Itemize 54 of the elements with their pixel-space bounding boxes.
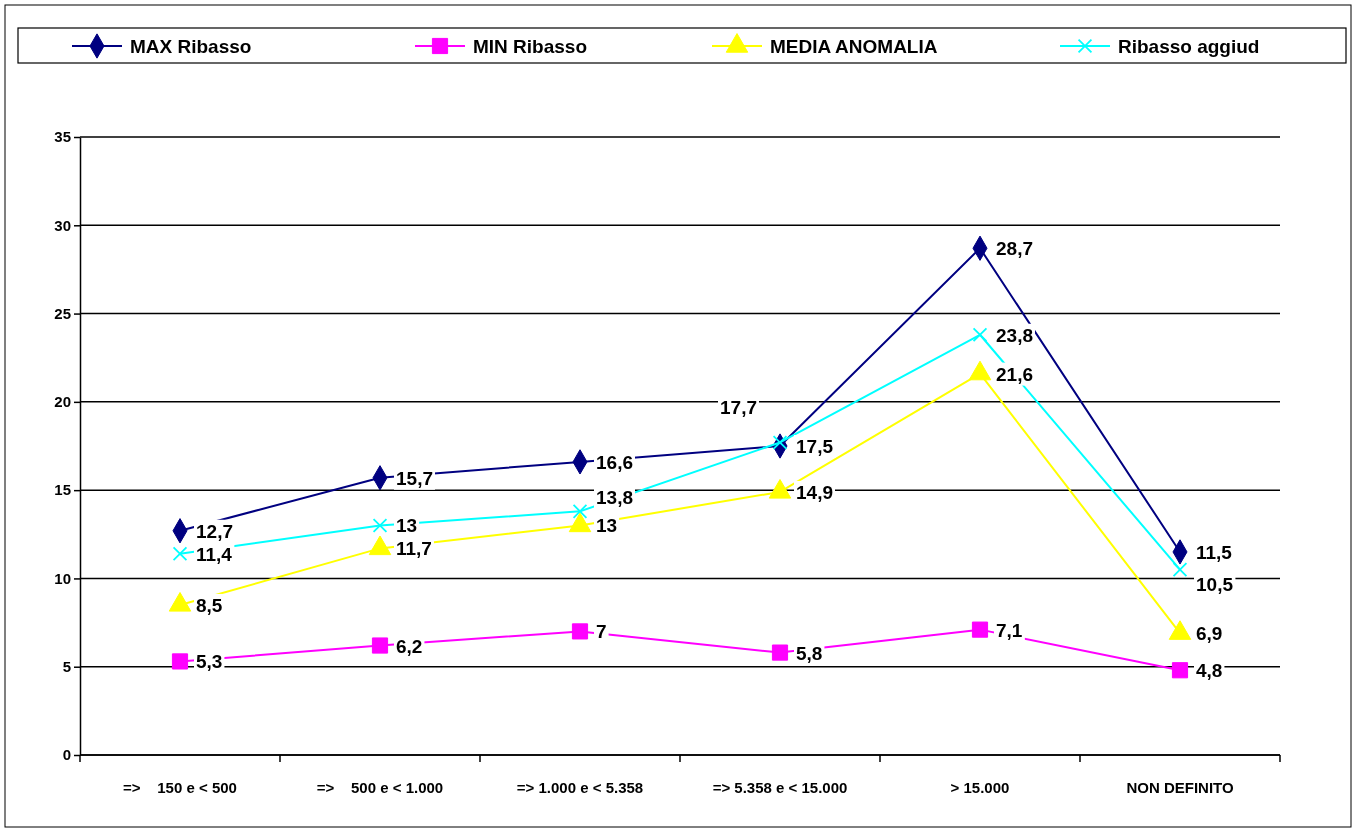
- data-label: 14,9: [796, 481, 833, 503]
- data-label: 6,9: [1196, 623, 1223, 645]
- data-label: 28,7: [996, 238, 1033, 260]
- data-label: 13: [396, 515, 418, 537]
- data-label: 7: [596, 621, 607, 643]
- data-label: 11,4: [196, 543, 233, 565]
- y-tick-label: 10: [54, 569, 71, 587]
- data-label: 16,6: [596, 451, 633, 473]
- data-label: 23,8: [996, 324, 1033, 346]
- point: [371, 637, 389, 654]
- point: [772, 435, 788, 450]
- x-tick-label: => 5.358 e < 15.000: [712, 779, 848, 796]
- data-label: 11,7: [396, 538, 432, 560]
- y-tick-label: 15: [54, 481, 71, 499]
- legend-label: Ribasso aggiud: [1118, 36, 1260, 57]
- point: [372, 518, 388, 533]
- y-tick-label: 5: [62, 658, 71, 676]
- y-tick-label: 30: [54, 216, 71, 234]
- data-label: 5,3: [196, 651, 223, 673]
- data-label: 17,7: [720, 397, 757, 419]
- data-label: 15,7: [396, 467, 433, 489]
- x-tick-label: => 500 e < 1.000: [316, 779, 444, 796]
- x-tick-label: => 150 e < 500: [123, 779, 237, 796]
- point: [571, 623, 589, 640]
- x-tick-label: > 15.000: [950, 779, 1010, 796]
- data-label: 21,6: [996, 363, 1033, 385]
- data-label: 5,8: [796, 642, 823, 664]
- data-label: 7,1: [996, 619, 1023, 641]
- y-tick-label: 35: [54, 128, 71, 146]
- point: [972, 327, 988, 343]
- point: [1171, 662, 1189, 679]
- data-label: 8,5: [196, 594, 223, 616]
- y-tick-label: 0: [62, 746, 71, 764]
- data-label: 6,2: [396, 635, 423, 657]
- data-label: 13: [596, 515, 618, 537]
- y-tick-label: 25: [54, 304, 71, 322]
- data-label: 11,5: [1196, 541, 1233, 563]
- point: [1172, 562, 1188, 577]
- legend-label: MIN Ribasso: [473, 36, 588, 57]
- point: [971, 621, 989, 638]
- point: [171, 653, 189, 670]
- data-label: 13,8: [596, 487, 633, 509]
- point: [572, 503, 588, 519]
- point: [771, 644, 789, 661]
- point: [172, 546, 188, 562]
- data-label: 4,8: [1196, 660, 1223, 682]
- data-label: 17,5: [796, 436, 834, 457]
- y-tick-label: 20: [54, 393, 71, 411]
- legend-label: MEDIA ANOMALIA: [770, 36, 938, 57]
- data-label: 12,7: [196, 520, 233, 542]
- x-tick-label: => 1.000 e < 5.358: [516, 779, 644, 796]
- legend-label: MAX Ribasso: [130, 36, 252, 57]
- x-tick-label: NON DEFINITO: [1126, 779, 1234, 796]
- data-label: 10,5: [1196, 573, 1234, 595]
